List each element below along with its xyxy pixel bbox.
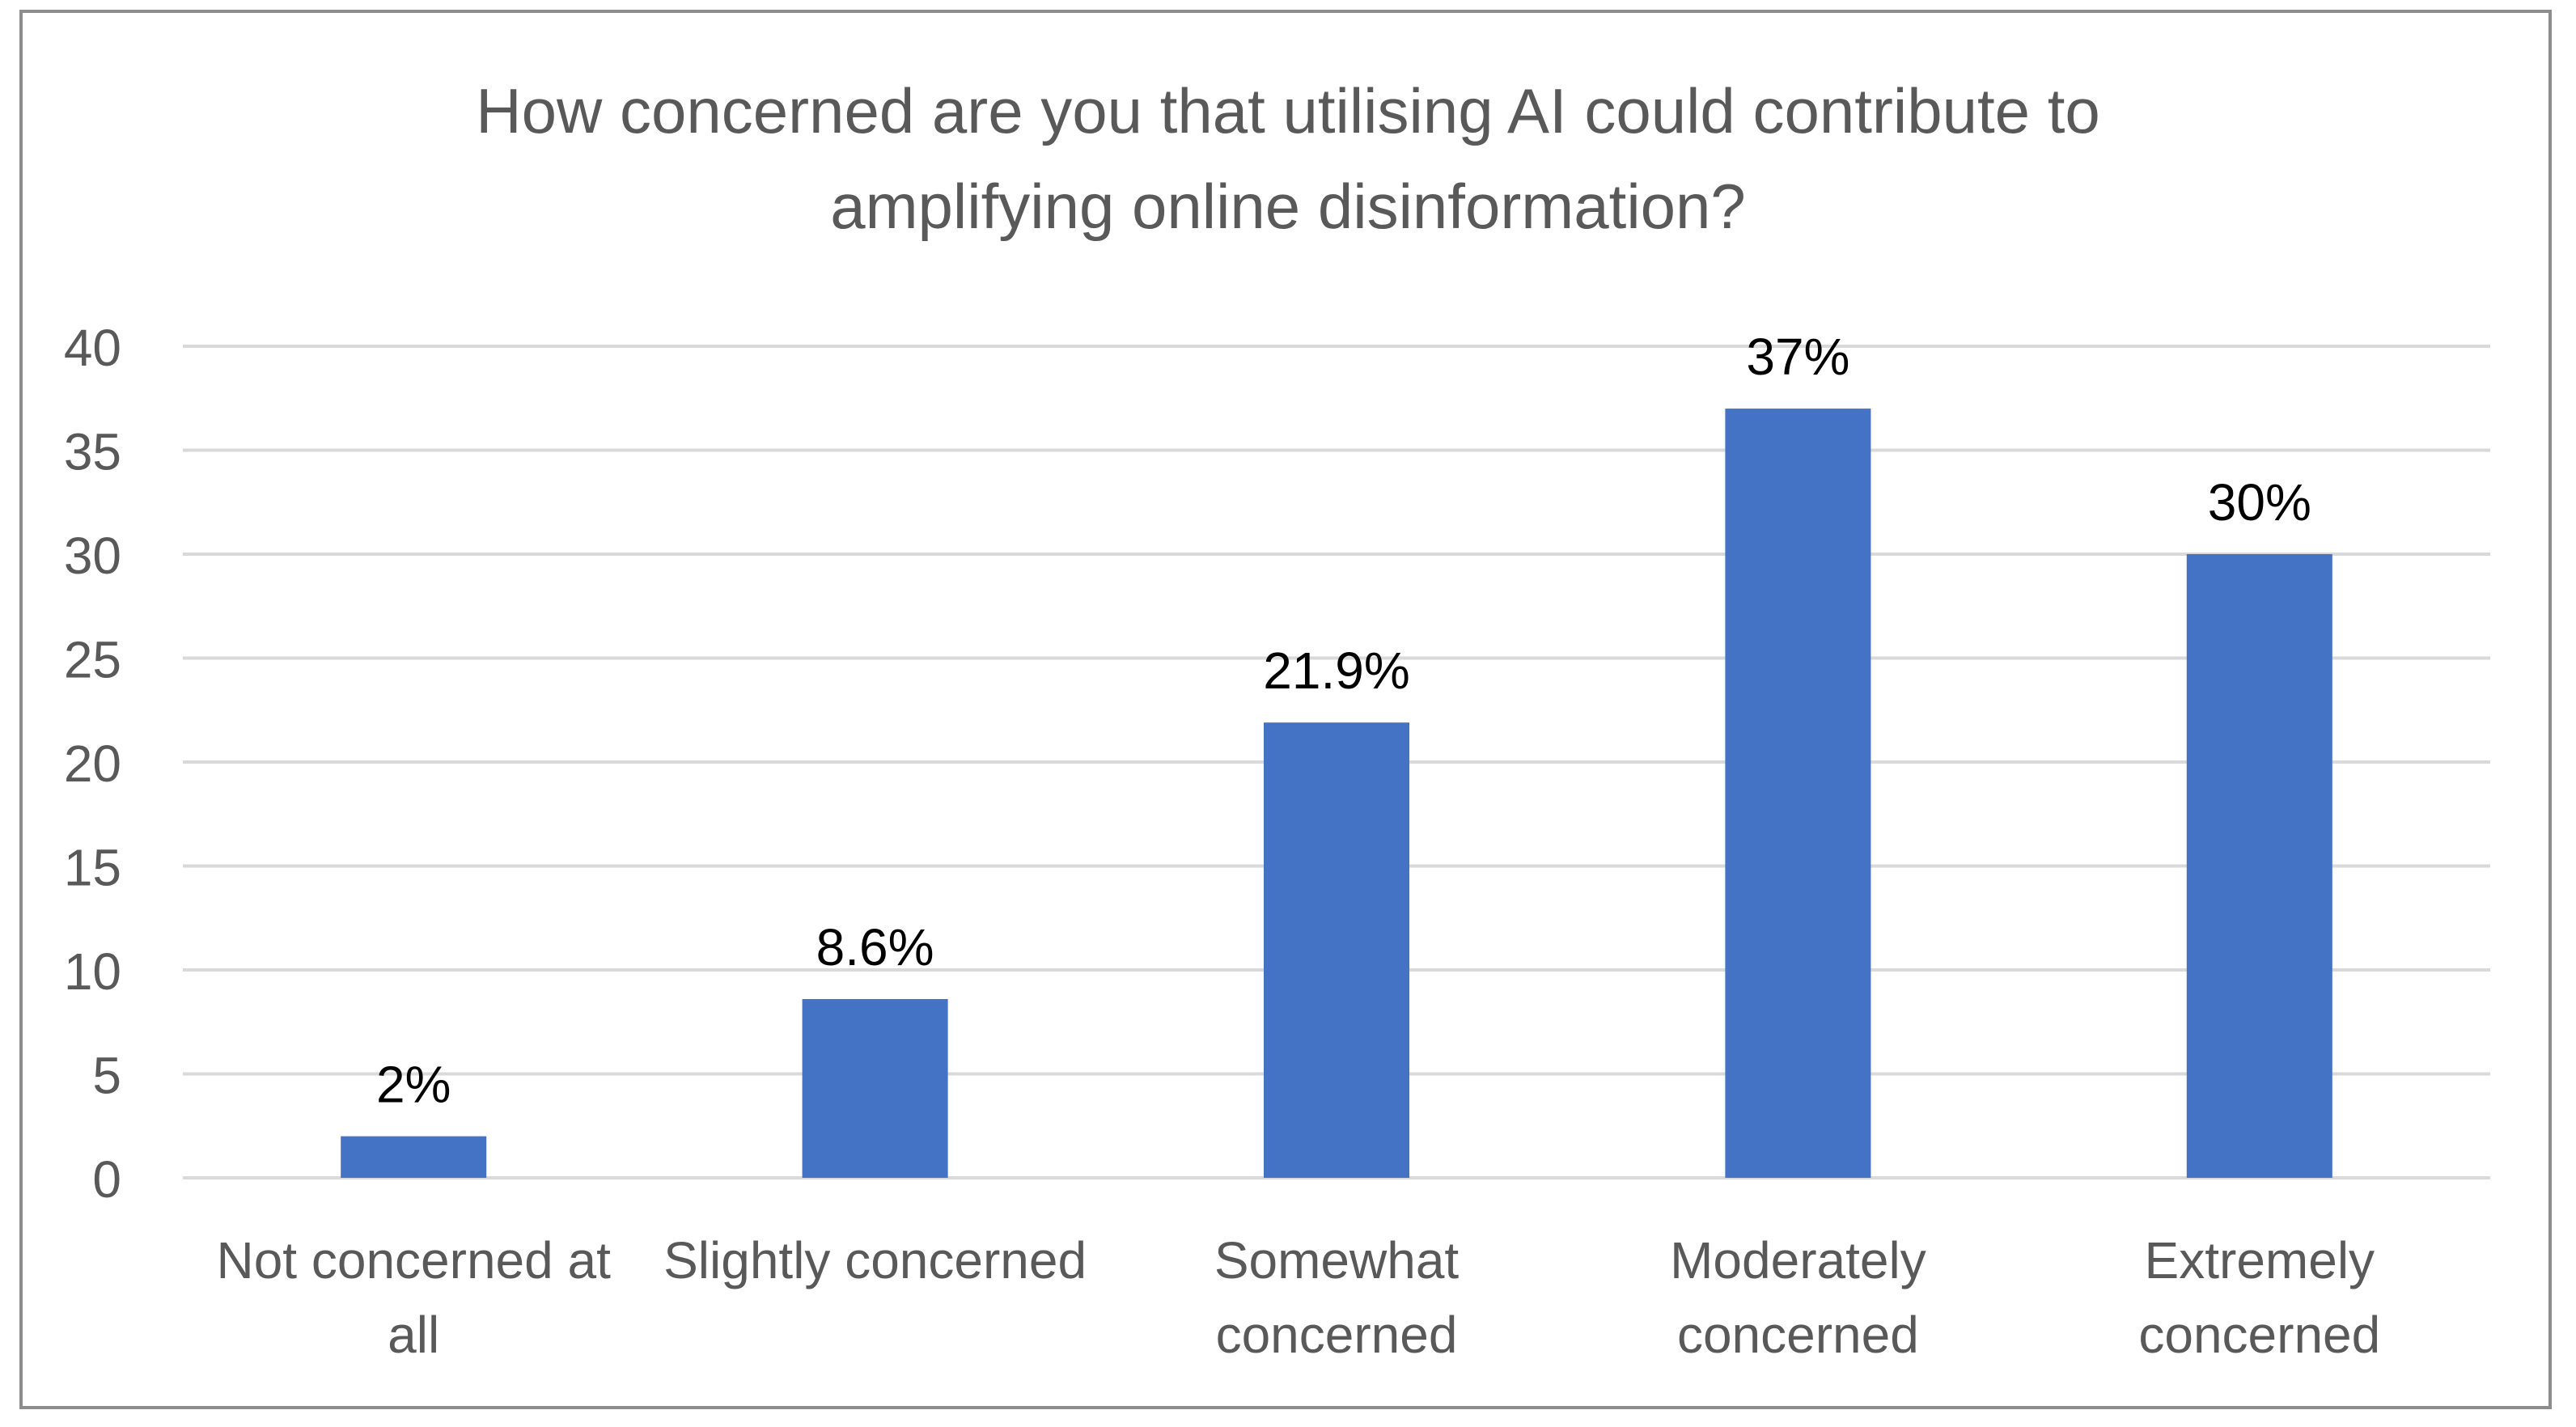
x-tick-label: concerned bbox=[2138, 1306, 2380, 1364]
bar bbox=[341, 1136, 487, 1178]
x-tick-label: Slightly concerned bbox=[663, 1231, 1087, 1289]
x-tick-label: Moderately bbox=[1670, 1231, 1926, 1289]
x-tick-label: Not concerned at bbox=[216, 1231, 611, 1289]
bar bbox=[1264, 722, 1409, 1178]
data-label: 2% bbox=[376, 1056, 451, 1114]
y-tick-label: 30 bbox=[64, 527, 121, 585]
y-tick-label: 20 bbox=[64, 735, 121, 793]
bar bbox=[802, 998, 948, 1178]
y-tick-label: 35 bbox=[64, 423, 121, 481]
chart-title: How concerned are you that utilising AI … bbox=[476, 75, 2100, 242]
data-label: 30% bbox=[2208, 473, 2311, 531]
y-tick-label: 0 bbox=[92, 1150, 121, 1209]
x-tick-label: Somewhat bbox=[1214, 1231, 1460, 1289]
y-tick-label: 5 bbox=[92, 1047, 121, 1105]
x-tick-label: Extremely bbox=[2145, 1231, 2375, 1289]
data-label: 21.9% bbox=[1263, 642, 1409, 700]
bar bbox=[2186, 554, 2332, 1178]
y-tick-label: 15 bbox=[64, 839, 121, 897]
data-label: 8.6% bbox=[816, 918, 934, 976]
y-tick-label: 40 bbox=[64, 319, 121, 377]
y-tick-label: 25 bbox=[64, 631, 121, 689]
x-tick-label: concerned bbox=[1216, 1306, 1458, 1364]
x-tick-label: concerned bbox=[1677, 1306, 1919, 1364]
x-tick-label: all bbox=[388, 1306, 439, 1364]
y-tick-label: 10 bbox=[64, 942, 121, 1001]
data-label: 37% bbox=[1746, 328, 1849, 386]
bar bbox=[1725, 409, 1871, 1179]
